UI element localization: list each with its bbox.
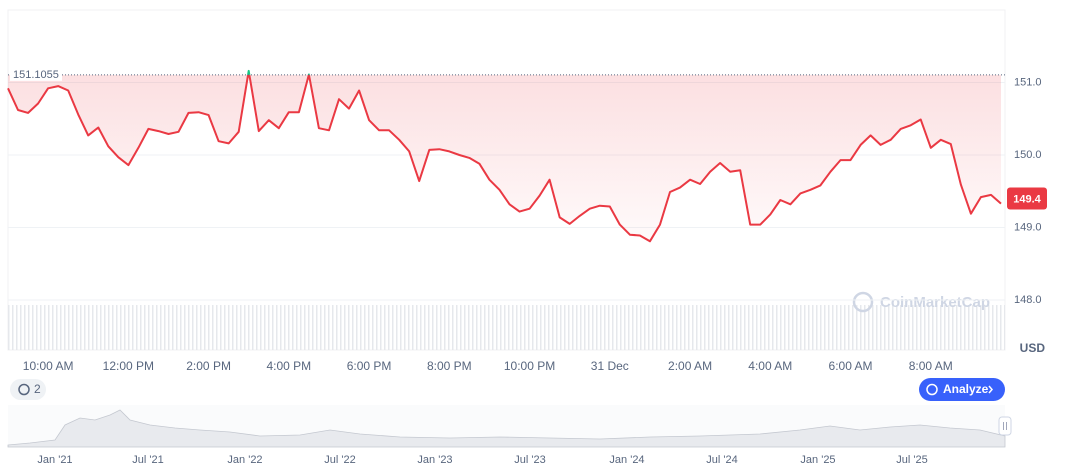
x-tick-label: 4:00 AM — [748, 359, 792, 373]
watermark-text: CoinMarketCap — [880, 294, 990, 311]
overview-label: Jul '23 — [514, 454, 545, 466]
overview-label: Jul '22 — [324, 454, 355, 466]
y-tick-label: 151.0 — [1014, 76, 1042, 88]
y-tick-label: 148.0 — [1014, 294, 1042, 306]
x-tick-label: 4:00 PM — [266, 359, 311, 373]
price-tag — [1007, 187, 1047, 210]
overview-label: Jul '24 — [706, 454, 737, 466]
y-tick-label: 149.0 — [1014, 221, 1042, 233]
overview-label: Jan '22 — [227, 454, 262, 466]
overview-handle[interactable] — [998, 416, 1012, 436]
overview-area — [7, 409, 1006, 448]
overview-label: Jan '25 — [800, 454, 835, 466]
x-tick-label: 12:00 PM — [103, 359, 154, 373]
x-tick-label: 8:00 PM — [427, 359, 472, 373]
price-tag-label: 149.4 — [1013, 193, 1041, 205]
volume-area — [8, 305, 1005, 350]
x-tick-label: 8:00 AM — [909, 359, 953, 373]
overview-label: Jan '23 — [417, 454, 452, 466]
x-tick-label: 31 Dec — [591, 359, 629, 373]
x-tick-label: 2:00 PM — [186, 359, 231, 373]
price-line — [7, 74, 1002, 243]
reference-label: 151.1055 — [13, 69, 59, 81]
unit-label: USD — [1020, 341, 1046, 355]
x-tick-label: 6:00 AM — [829, 359, 873, 373]
badge[interactable]: 2 — [10, 379, 46, 400]
watermark: CoinMarketCap — [852, 291, 990, 313]
x-tick-label: 10:00 AM — [23, 359, 74, 373]
overview-label: Jul '21 — [132, 454, 163, 466]
x-tick-label: 10:00 PM — [504, 359, 555, 373]
analyze-button[interactable]: Analyze — [919, 378, 1005, 401]
y-tick-label: 150.0 — [1014, 149, 1042, 161]
x-tick-label: 2:00 AM — [668, 359, 712, 373]
overview-label: Jan '21 — [37, 454, 72, 466]
overview-label: Jul '25 — [896, 454, 927, 466]
badge-count: 2 — [34, 382, 41, 396]
reference-label-bg — [10, 66, 62, 81]
x-tick-label: 6:00 PM — [347, 359, 392, 373]
button-label: Analyze — [943, 382, 989, 396]
overview-label: Jan '24 — [609, 454, 644, 466]
